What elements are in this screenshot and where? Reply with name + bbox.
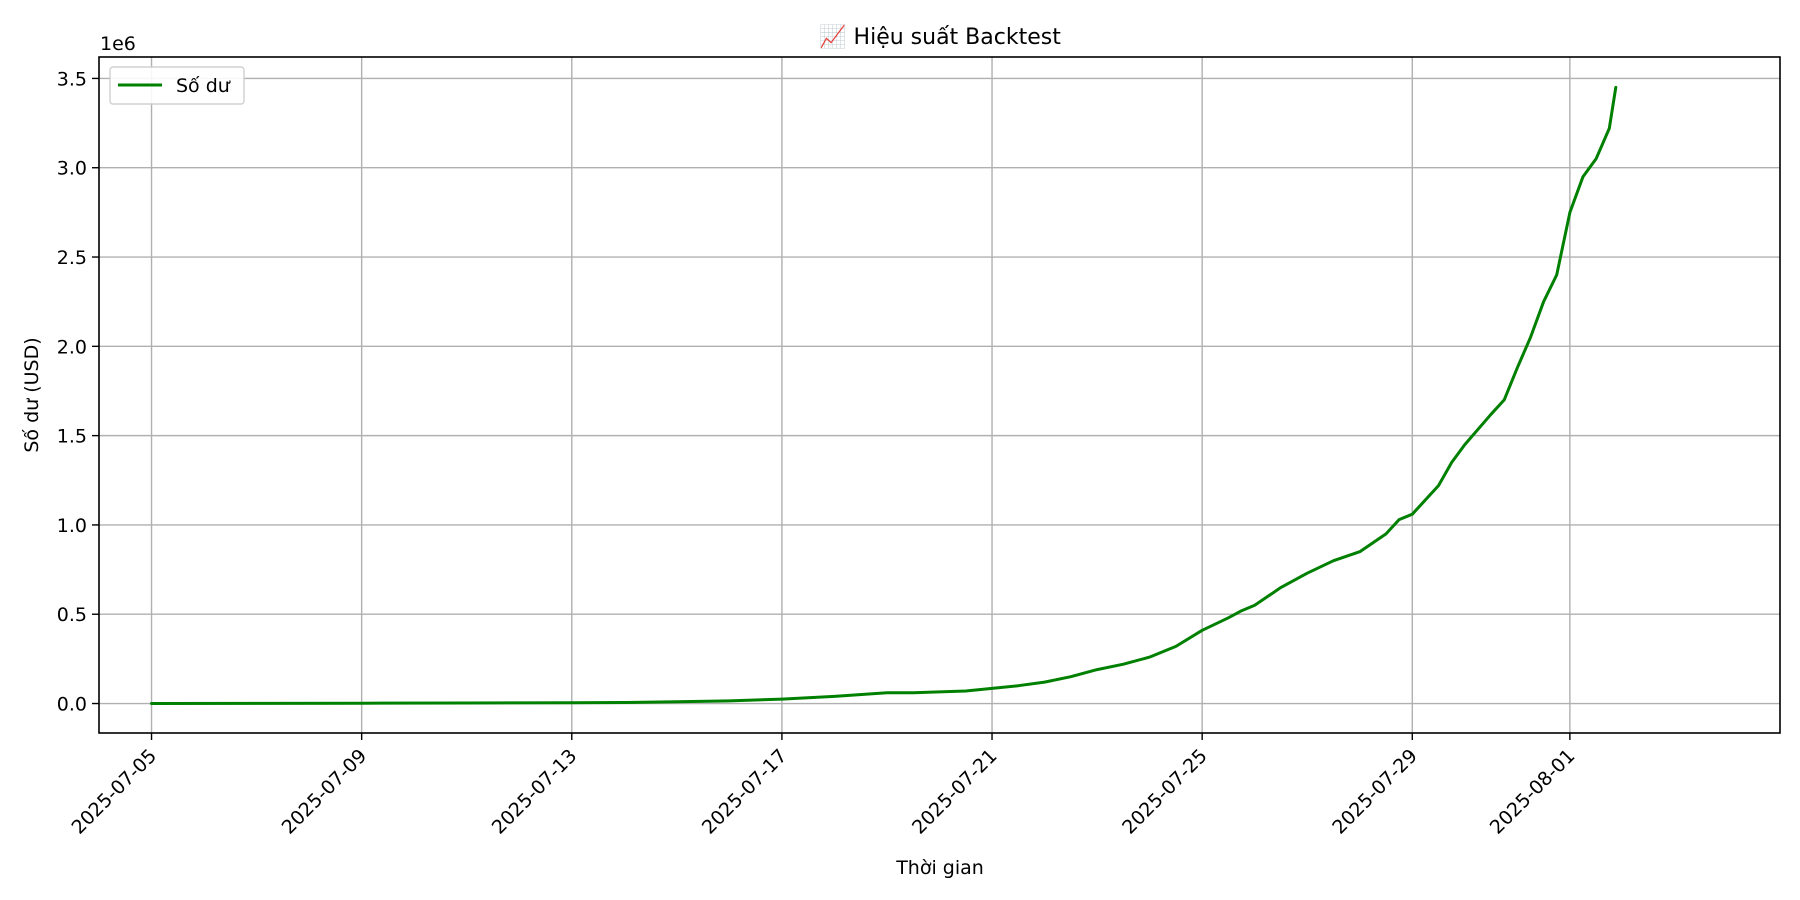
series-line-0 bbox=[150, 85, 1618, 705]
y-tick-label: 2.5 bbox=[57, 247, 87, 269]
y-tick-label: 3.5 bbox=[57, 68, 87, 90]
y-tick-label: 1.0 bbox=[57, 515, 87, 537]
y-axis-offset-label: 1e6 bbox=[100, 33, 136, 55]
y-tick-label: 3.0 bbox=[57, 158, 87, 180]
y-tick-label: 0.0 bbox=[57, 694, 87, 716]
legend-box bbox=[109, 66, 245, 105]
y-axis-label: Số dư (USD) bbox=[21, 337, 43, 452]
y-tick-label: 2.0 bbox=[57, 336, 87, 358]
y-tick-label: 0.5 bbox=[57, 604, 87, 626]
legend: Số dư bbox=[109, 66, 245, 105]
series-layer bbox=[150, 85, 1618, 705]
y-axis: 0.0 0.5 1.0 1.5 2.0 2.5 3.0 3.5 bbox=[57, 68, 99, 716]
legend-label: Số dư bbox=[176, 75, 231, 97]
x-axis-label: Thời gian bbox=[895, 857, 984, 879]
y-tick-label: 1.5 bbox=[57, 426, 87, 448]
grid bbox=[99, 57, 1780, 733]
chart-title: 📈 Hiệu suất Backtest bbox=[819, 24, 1061, 50]
plot-area-frame bbox=[98, 56, 1781, 734]
